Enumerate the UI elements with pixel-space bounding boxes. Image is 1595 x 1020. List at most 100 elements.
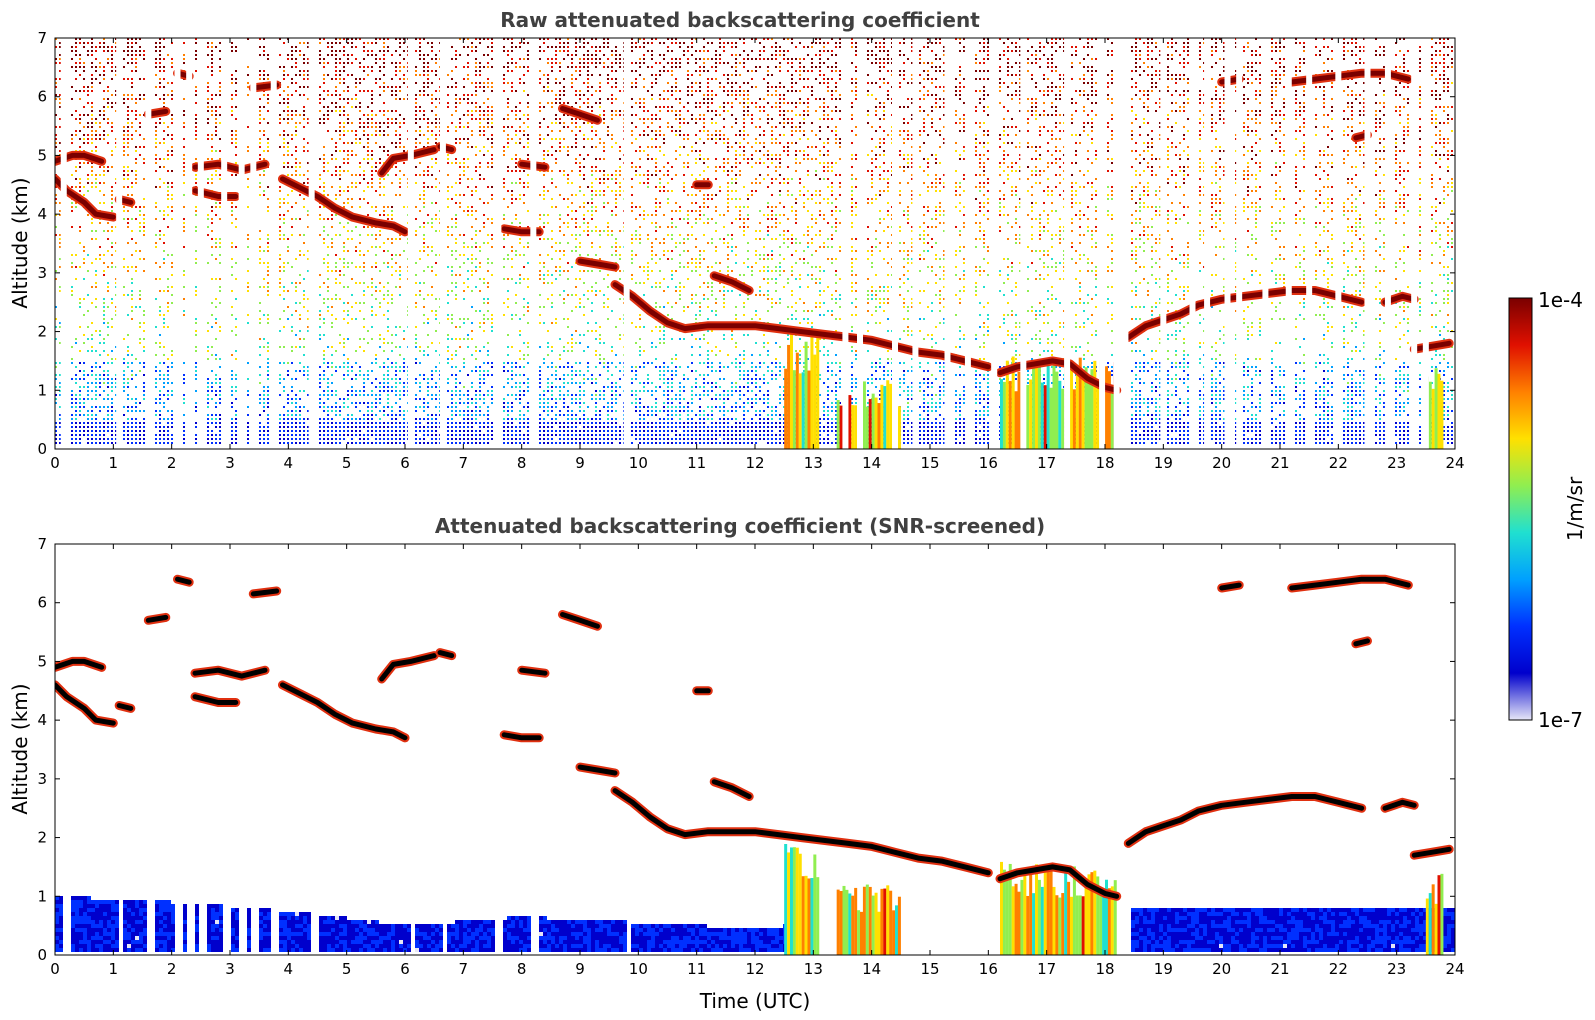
backscatter-cell [547, 366, 549, 368]
backscatter-cell [487, 138, 489, 140]
backscatter-cell [59, 46, 61, 48]
backscatter-cell [127, 154, 129, 156]
backscatter-cell [83, 66, 85, 68]
backscatter-cell [527, 382, 529, 384]
backscatter-cell [395, 110, 397, 112]
backscatter-cell [207, 234, 209, 236]
backscatter-cell [71, 290, 73, 292]
backscatter-cell [71, 58, 73, 60]
backscatter-cell [55, 374, 57, 376]
backscatter-cell [183, 286, 185, 288]
backscatter-cell [291, 114, 293, 116]
backscatter-cell [507, 378, 509, 380]
backscatter-cell [371, 150, 373, 152]
backscatter-cell [423, 206, 425, 208]
backscatter-cell [299, 94, 301, 96]
backscatter-cell [267, 442, 269, 444]
backscatter-cell [555, 62, 557, 64]
backscatter-cell [435, 142, 437, 144]
backscatter-cell [423, 82, 425, 84]
backscatter-cell [399, 114, 401, 116]
backscatter-cell [59, 142, 61, 144]
backscatter-cell [455, 410, 457, 412]
backscatter-cell [427, 354, 429, 356]
backscatter-cell [171, 66, 173, 68]
backscatter-cell [379, 366, 381, 368]
backscatter-cell [551, 346, 553, 348]
backscatter-cell [463, 66, 465, 68]
backscatter-cell [575, 222, 577, 224]
backscatter-cell [343, 66, 345, 68]
backscatter-cell [483, 302, 485, 304]
backscatter-cell [363, 126, 365, 128]
backscatter-cell [363, 386, 365, 388]
backscatter-cell [447, 334, 449, 336]
backscatter-cell [183, 222, 185, 224]
backscatter-cell [327, 194, 329, 196]
backscatter-cell [507, 82, 509, 84]
backscatter-cell [299, 442, 301, 444]
backscatter-cell [291, 138, 293, 140]
backscatter-cell [459, 182, 461, 184]
backscatter-cell [479, 178, 481, 180]
backscatter-cell [527, 306, 529, 308]
backscatter-cell [471, 322, 473, 324]
backscatter-cell [347, 250, 349, 252]
backscatter-cell [347, 158, 349, 160]
backscatter-cell [107, 102, 109, 104]
backscatter-cell [295, 130, 297, 132]
backscatter-cell [323, 410, 325, 412]
backscatter-cell [371, 182, 373, 184]
backscatter-cell [427, 142, 429, 144]
backscatter-cell [135, 102, 137, 104]
backscatter-cell [211, 54, 213, 56]
backscatter-cell [295, 82, 297, 84]
backscatter-cell [415, 346, 417, 348]
backscatter-cell [371, 382, 373, 384]
backscatter-cell [279, 382, 281, 384]
backscatter-cell [135, 62, 137, 64]
backscatter-cell [435, 382, 437, 384]
backscatter-cell [263, 250, 265, 252]
backscatter-cell [391, 430, 393, 432]
backscatter-cell [115, 434, 117, 436]
backscatter-cell [379, 182, 381, 184]
backscatter-cell [347, 130, 349, 132]
backscatter-cell [207, 394, 209, 396]
backscatter-cell [303, 390, 305, 392]
backscatter-cell [515, 158, 517, 160]
backscatter-cell [431, 418, 433, 420]
backscatter-cell [263, 346, 265, 348]
backscatter-cell [307, 270, 309, 272]
backscatter-cell [235, 318, 237, 320]
backscatter-cell [571, 342, 573, 344]
backscatter-cell [339, 38, 341, 40]
backscatter-cell [575, 418, 577, 420]
backscatter-cell [135, 398, 137, 400]
backscatter-cell [403, 122, 405, 124]
backscatter-cell [111, 102, 113, 104]
backscatter-cell [287, 114, 289, 116]
backscatter-cell [551, 406, 553, 408]
backscatter-cell [559, 94, 561, 96]
backscatter-cell [539, 58, 541, 60]
backscatter-cell [367, 226, 369, 228]
backscatter-cell [259, 154, 261, 156]
backscatter-cell [131, 310, 133, 312]
backscatter-cell [103, 318, 105, 320]
backscatter-cell [319, 174, 321, 176]
backscatter-cell [367, 406, 369, 408]
backscatter-cell [363, 374, 365, 376]
backscatter-cell [415, 398, 417, 400]
backscatter-cell [91, 54, 93, 56]
backscatter-cell [383, 38, 385, 40]
backscatter-cell [363, 282, 365, 284]
backscatter-cell [399, 370, 401, 372]
backscatter-cell [291, 266, 293, 268]
backscatter-cell [331, 422, 333, 424]
backscatter-cell [563, 138, 565, 140]
backscatter-cell [219, 394, 221, 396]
backscatter-cell [359, 402, 361, 404]
backscatter-cell [291, 410, 293, 412]
backscatter-cell [387, 294, 389, 296]
